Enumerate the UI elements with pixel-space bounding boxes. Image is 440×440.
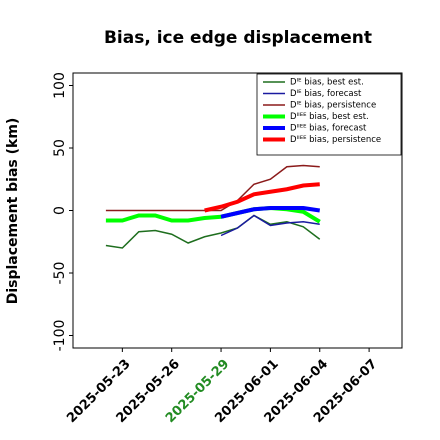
legend-label: Dᴵᴵᴱᴱ bias, best est. bbox=[290, 112, 369, 122]
series-line bbox=[105, 214, 321, 249]
legend-label: Dᴵᴱ bias, persistence bbox=[290, 101, 376, 111]
y-tick-label: 0 bbox=[52, 206, 68, 215]
y-axis-label: Displacement bias (km) bbox=[5, 118, 21, 305]
legend-label: Dᴵᴱ bias, best est. bbox=[290, 78, 364, 88]
y-tick-label: 50 bbox=[52, 139, 68, 157]
legend-label: Dᴵᴱ bias, forecast bbox=[290, 89, 362, 99]
series-line bbox=[220, 214, 320, 237]
y-tick-label: -100 bbox=[52, 320, 68, 352]
y-tick-label: 100 bbox=[52, 72, 68, 99]
chart-title: Bias, ice edge displacement bbox=[104, 28, 372, 48]
legend-label: Dᴵᴵᴱᴱ bias, forecast bbox=[290, 124, 367, 134]
series-line bbox=[220, 206, 321, 219]
series-line bbox=[204, 182, 320, 213]
y-tick-label: -50 bbox=[52, 262, 68, 285]
legend-label: Dᴵᴵᴱᴱ bias, persistence bbox=[290, 135, 381, 145]
